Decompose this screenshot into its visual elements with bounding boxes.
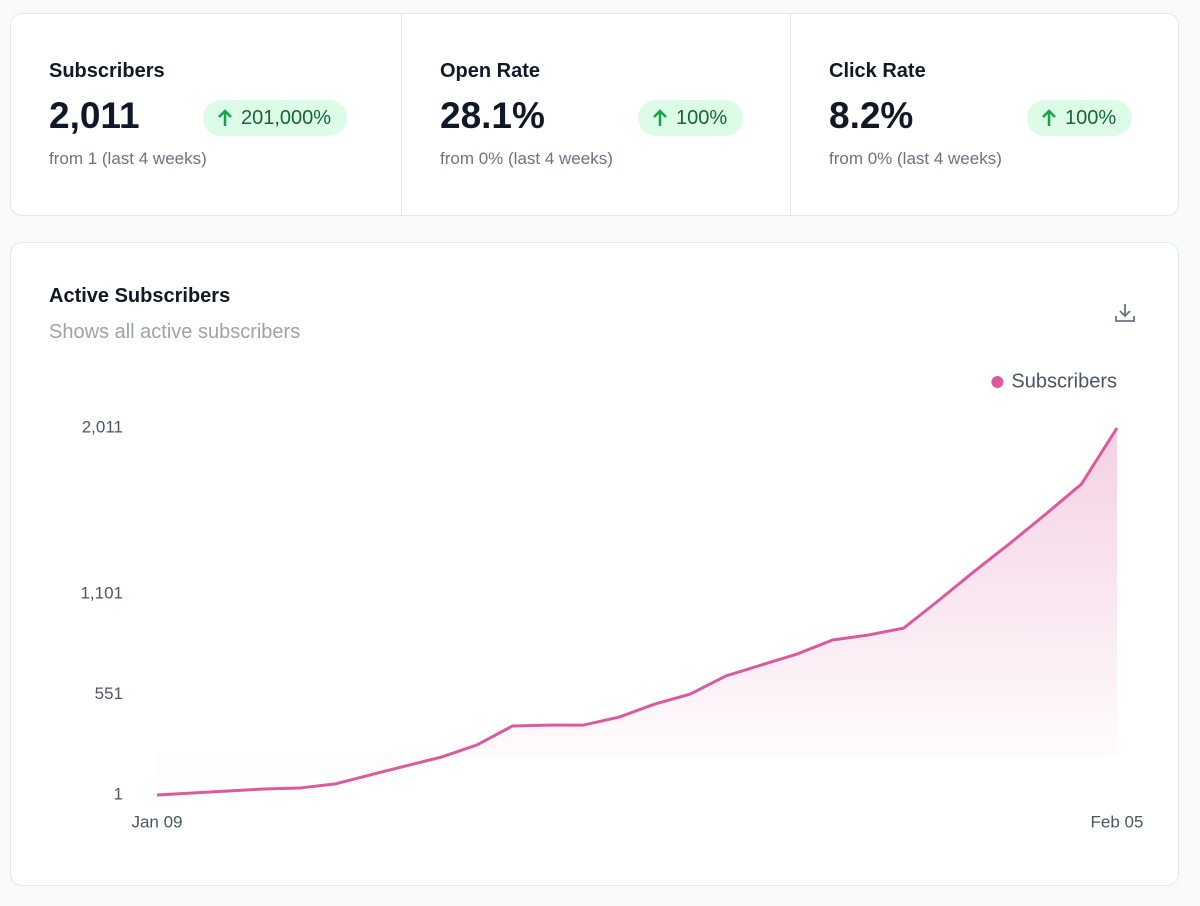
y-tick-label: 1 — [114, 784, 123, 803]
stat: Click Rate 8.2% from 0% (last 4 weeks) 1… — [790, 14, 1180, 215]
stat: Open Rate 28.1% from 0% (last 4 weeks) 1… — [401, 14, 790, 215]
stats-card: Subscribers 2,011 from 1 (last 4 weeks) … — [10, 13, 1179, 216]
chart-title: Active Subscribers — [49, 285, 231, 307]
stat-label: Subscribers — [49, 60, 165, 82]
stat-note: from 1 (last 4 weeks) — [49, 149, 207, 168]
stat-note: from 0% (last 4 weeks) — [440, 149, 613, 168]
stat-value: 2,011 — [49, 95, 140, 136]
change-badge: 201,000% — [203, 100, 348, 136]
y-tick-label: 1,101 — [80, 584, 123, 603]
stat: Subscribers 2,011 from 1 (last 4 weeks) … — [11, 14, 401, 215]
stat-note: from 0% (last 4 weeks) — [829, 149, 1002, 168]
stat-value: 8.2% — [829, 95, 914, 136]
line — [156, 427, 1119, 797]
y-tick-label: 551 — [95, 684, 123, 703]
change-value: 100% — [676, 106, 728, 129]
up-arrow — [1042, 109, 1056, 126]
download-button[interactable] — [1113, 301, 1137, 325]
up-arrow — [218, 109, 232, 126]
change-value: 201,000% — [241, 106, 332, 129]
x-tick-label: Feb 05 — [1091, 812, 1144, 831]
y-tick-label: 2,011 — [82, 417, 123, 436]
change-badge: 100% — [638, 100, 744, 136]
legend-label: Subscribers — [1011, 370, 1117, 392]
up-arrow — [653, 109, 667, 126]
chart-subtitle: Shows all active subscribers — [49, 321, 301, 343]
stat-label: Click Rate — [829, 60, 926, 82]
stat-label: Open Rate — [440, 60, 541, 82]
x-tick-label: Jan 09 — [131, 812, 182, 831]
legend-marker — [991, 376, 1004, 388]
stat-value: 28.1% — [440, 95, 545, 136]
area — [157, 428, 1117, 795]
change-badge: 100% — [1027, 100, 1133, 136]
change-value: 100% — [1065, 106, 1117, 129]
